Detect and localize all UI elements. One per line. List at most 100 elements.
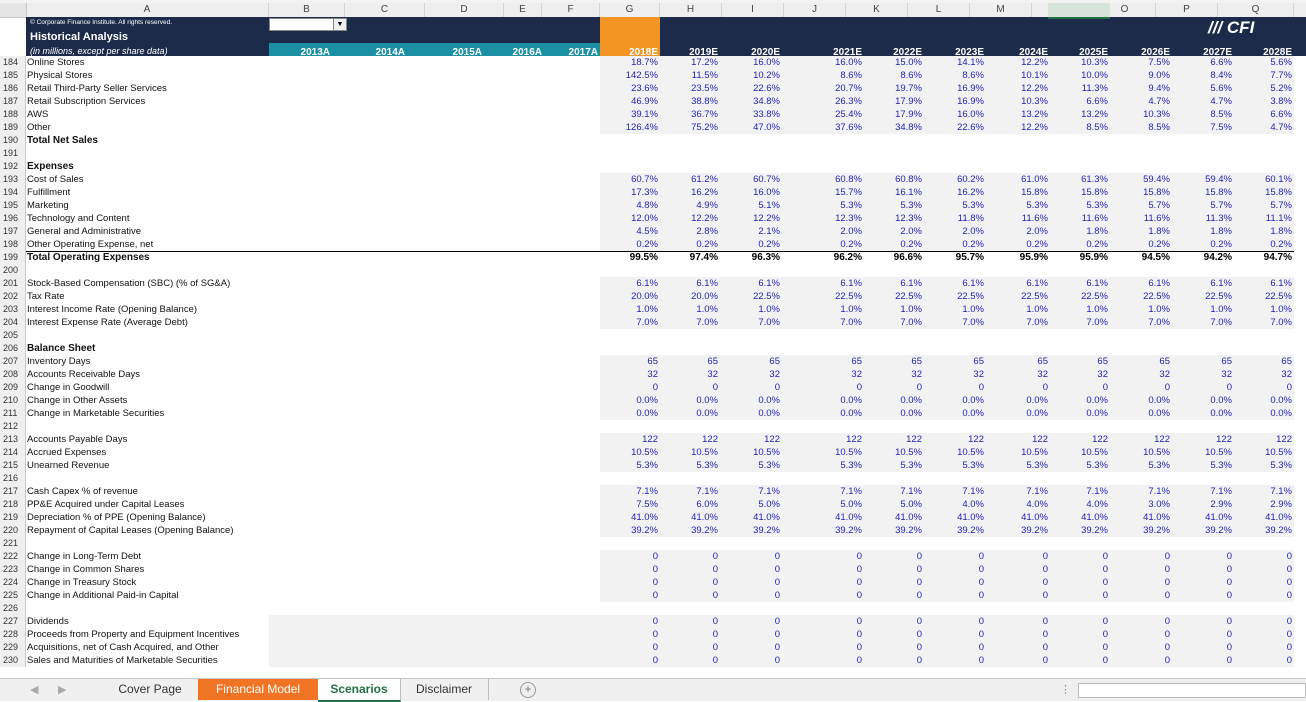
cell-value[interactable]: 39.2% xyxy=(753,525,780,536)
row-label[interactable]: Change in Treasury Stock xyxy=(27,577,137,588)
cell-value[interactable]: 7.1% xyxy=(696,486,718,497)
row-label[interactable]: Sales and Maturities of Marketable Secur… xyxy=(27,655,218,666)
cell-value[interactable]: 22.5% xyxy=(1021,291,1048,302)
cell-value[interactable]: 15.0% xyxy=(895,57,922,68)
cell-value[interactable]: 0 xyxy=(1164,655,1170,666)
cell-value[interactable]: 0.0% xyxy=(962,408,984,419)
cell-value[interactable]: 41.0% xyxy=(957,512,984,523)
cell-value[interactable]: 0 xyxy=(1226,616,1232,627)
cell-value[interactable]: 32 xyxy=(973,369,984,380)
cell-value[interactable]: 0 xyxy=(652,616,658,627)
cell-value[interactable]: 1.0% xyxy=(1026,304,1048,315)
row-number[interactable]: 196 xyxy=(0,212,26,225)
cell-value[interactable]: 5.6% xyxy=(1210,83,1232,94)
cell-value[interactable]: 17.2% xyxy=(691,57,718,68)
cell-value[interactable]: 5.1% xyxy=(758,200,780,211)
cell-value[interactable]: 122 xyxy=(1216,434,1232,445)
cell-value[interactable]: 36.7% xyxy=(691,109,718,120)
row-label[interactable]: Acquisitions, net of Cash Acquired, and … xyxy=(27,642,219,653)
cell-value[interactable]: 122 xyxy=(1154,434,1170,445)
cell-value[interactable]: 4.8% xyxy=(636,200,658,211)
column-header-o[interactable]: O xyxy=(1094,3,1156,17)
cell-value[interactable]: 34.8% xyxy=(753,96,780,107)
cell-value[interactable]: 0 xyxy=(652,655,658,666)
cell-value[interactable]: 39.2% xyxy=(691,525,718,536)
cell-value[interactable]: 6.1% xyxy=(1210,278,1232,289)
cell-value[interactable]: 22.5% xyxy=(1265,291,1292,302)
row-label[interactable]: Change in Common Shares xyxy=(27,564,145,575)
column-header-q[interactable]: Q xyxy=(1218,3,1294,17)
row-label[interactable]: Total Net Sales xyxy=(27,135,98,146)
column-header-m[interactable]: M xyxy=(970,3,1032,17)
cell-value[interactable]: 65 xyxy=(911,356,922,367)
cell-value[interactable]: 1.8% xyxy=(1210,226,1232,237)
cell-value[interactable]: 39.1% xyxy=(631,109,658,120)
row-number[interactable]: 188 xyxy=(0,108,26,121)
cell-value[interactable]: 0 xyxy=(774,382,780,393)
cell-value[interactable]: 7.0% xyxy=(1026,317,1048,328)
cell-value[interactable]: 6.1% xyxy=(696,278,718,289)
cell-value[interactable]: 122 xyxy=(764,434,780,445)
cell-value[interactable]: 61.3% xyxy=(1081,174,1108,185)
row-label[interactable] xyxy=(27,147,269,160)
row-number[interactable]: 227 xyxy=(0,615,26,628)
cell-value[interactable]: 0 xyxy=(1102,655,1108,666)
cell-value[interactable]: 0.2% xyxy=(1026,239,1048,250)
cell-value[interactable]: 65 xyxy=(1159,356,1170,367)
cell-value[interactable]: 0.0% xyxy=(1148,395,1170,406)
cell-value[interactable]: 1.0% xyxy=(696,304,718,315)
cell-value[interactable]: 60.2% xyxy=(957,174,984,185)
cell-value[interactable]: 32 xyxy=(769,369,780,380)
row-number[interactable]: 229 xyxy=(0,641,26,654)
sheet-tab-disclaimer[interactable]: Disclaimer xyxy=(400,679,489,700)
cell-value[interactable]: 1.0% xyxy=(758,304,780,315)
cell-value[interactable]: 0 xyxy=(652,564,658,575)
cell-value[interactable]: 0 xyxy=(1226,382,1232,393)
cell-value[interactable]: 0 xyxy=(1042,564,1048,575)
row-number[interactable]: 212 xyxy=(0,420,26,433)
cell-value[interactable]: 0.2% xyxy=(636,239,658,250)
cell-value[interactable]: 4.7% xyxy=(1148,96,1170,107)
cell-value[interactable]: 11.3% xyxy=(1205,213,1232,224)
row-label[interactable]: Dividends xyxy=(27,616,69,627)
cell-value[interactable]: 6.1% xyxy=(636,278,658,289)
cell-value[interactable]: 0 xyxy=(978,629,984,640)
cell-value[interactable]: 41.0% xyxy=(1021,512,1048,523)
cell-value[interactable]: 5.7% xyxy=(1270,200,1292,211)
cell-value[interactable]: 10.5% xyxy=(957,447,984,458)
cell-value[interactable]: 0.0% xyxy=(758,395,780,406)
cell-value[interactable]: 22.5% xyxy=(895,291,922,302)
cell-value[interactable]: 65 xyxy=(1037,356,1048,367)
cell-value[interactable]: 10.3% xyxy=(1021,96,1048,107)
row-label[interactable]: Balance Sheet xyxy=(27,343,96,354)
cell-value[interactable]: 4.7% xyxy=(1210,96,1232,107)
cell-value[interactable]: 10.5% xyxy=(835,447,862,458)
cell-value[interactable]: 12.3% xyxy=(835,213,862,224)
cell-value[interactable]: 0.0% xyxy=(840,408,862,419)
row-label[interactable]: Technology and Content xyxy=(27,213,130,224)
cell-value[interactable]: 60.7% xyxy=(631,174,658,185)
cell-value[interactable]: 0 xyxy=(1102,642,1108,653)
row-label[interactable] xyxy=(27,537,269,550)
sheet-tab-financial-model[interactable]: Financial Model xyxy=(198,679,319,700)
cell-value[interactable]: 0 xyxy=(774,564,780,575)
cell-value[interactable]: 1.0% xyxy=(1210,304,1232,315)
row-number[interactable]: 191 xyxy=(0,147,26,160)
cell-value[interactable]: 22.5% xyxy=(1205,291,1232,302)
cell-value[interactable]: 32 xyxy=(647,369,658,380)
cell-value[interactable]: 39.2% xyxy=(895,525,922,536)
cell-value[interactable]: 0 xyxy=(978,382,984,393)
cell-value[interactable]: 10.5% xyxy=(753,447,780,458)
column-header-a[interactable]: A xyxy=(26,3,269,17)
cell-value[interactable]: 16.0% xyxy=(957,109,984,120)
cell-value[interactable]: 6.0% xyxy=(696,499,718,510)
cell-value[interactable]: 0 xyxy=(916,577,922,588)
column-header-l[interactable]: L xyxy=(908,3,970,17)
cell-value[interactable]: 1.8% xyxy=(1148,226,1170,237)
cell-value[interactable]: 7.0% xyxy=(1148,317,1170,328)
cell-value[interactable]: 5.6% xyxy=(1270,57,1292,68)
cell-value[interactable]: 0.0% xyxy=(962,395,984,406)
cell-value[interactable]: 8.4% xyxy=(1210,70,1232,81)
cell-value[interactable]: 0 xyxy=(916,551,922,562)
row-number[interactable]: 220 xyxy=(0,524,26,537)
